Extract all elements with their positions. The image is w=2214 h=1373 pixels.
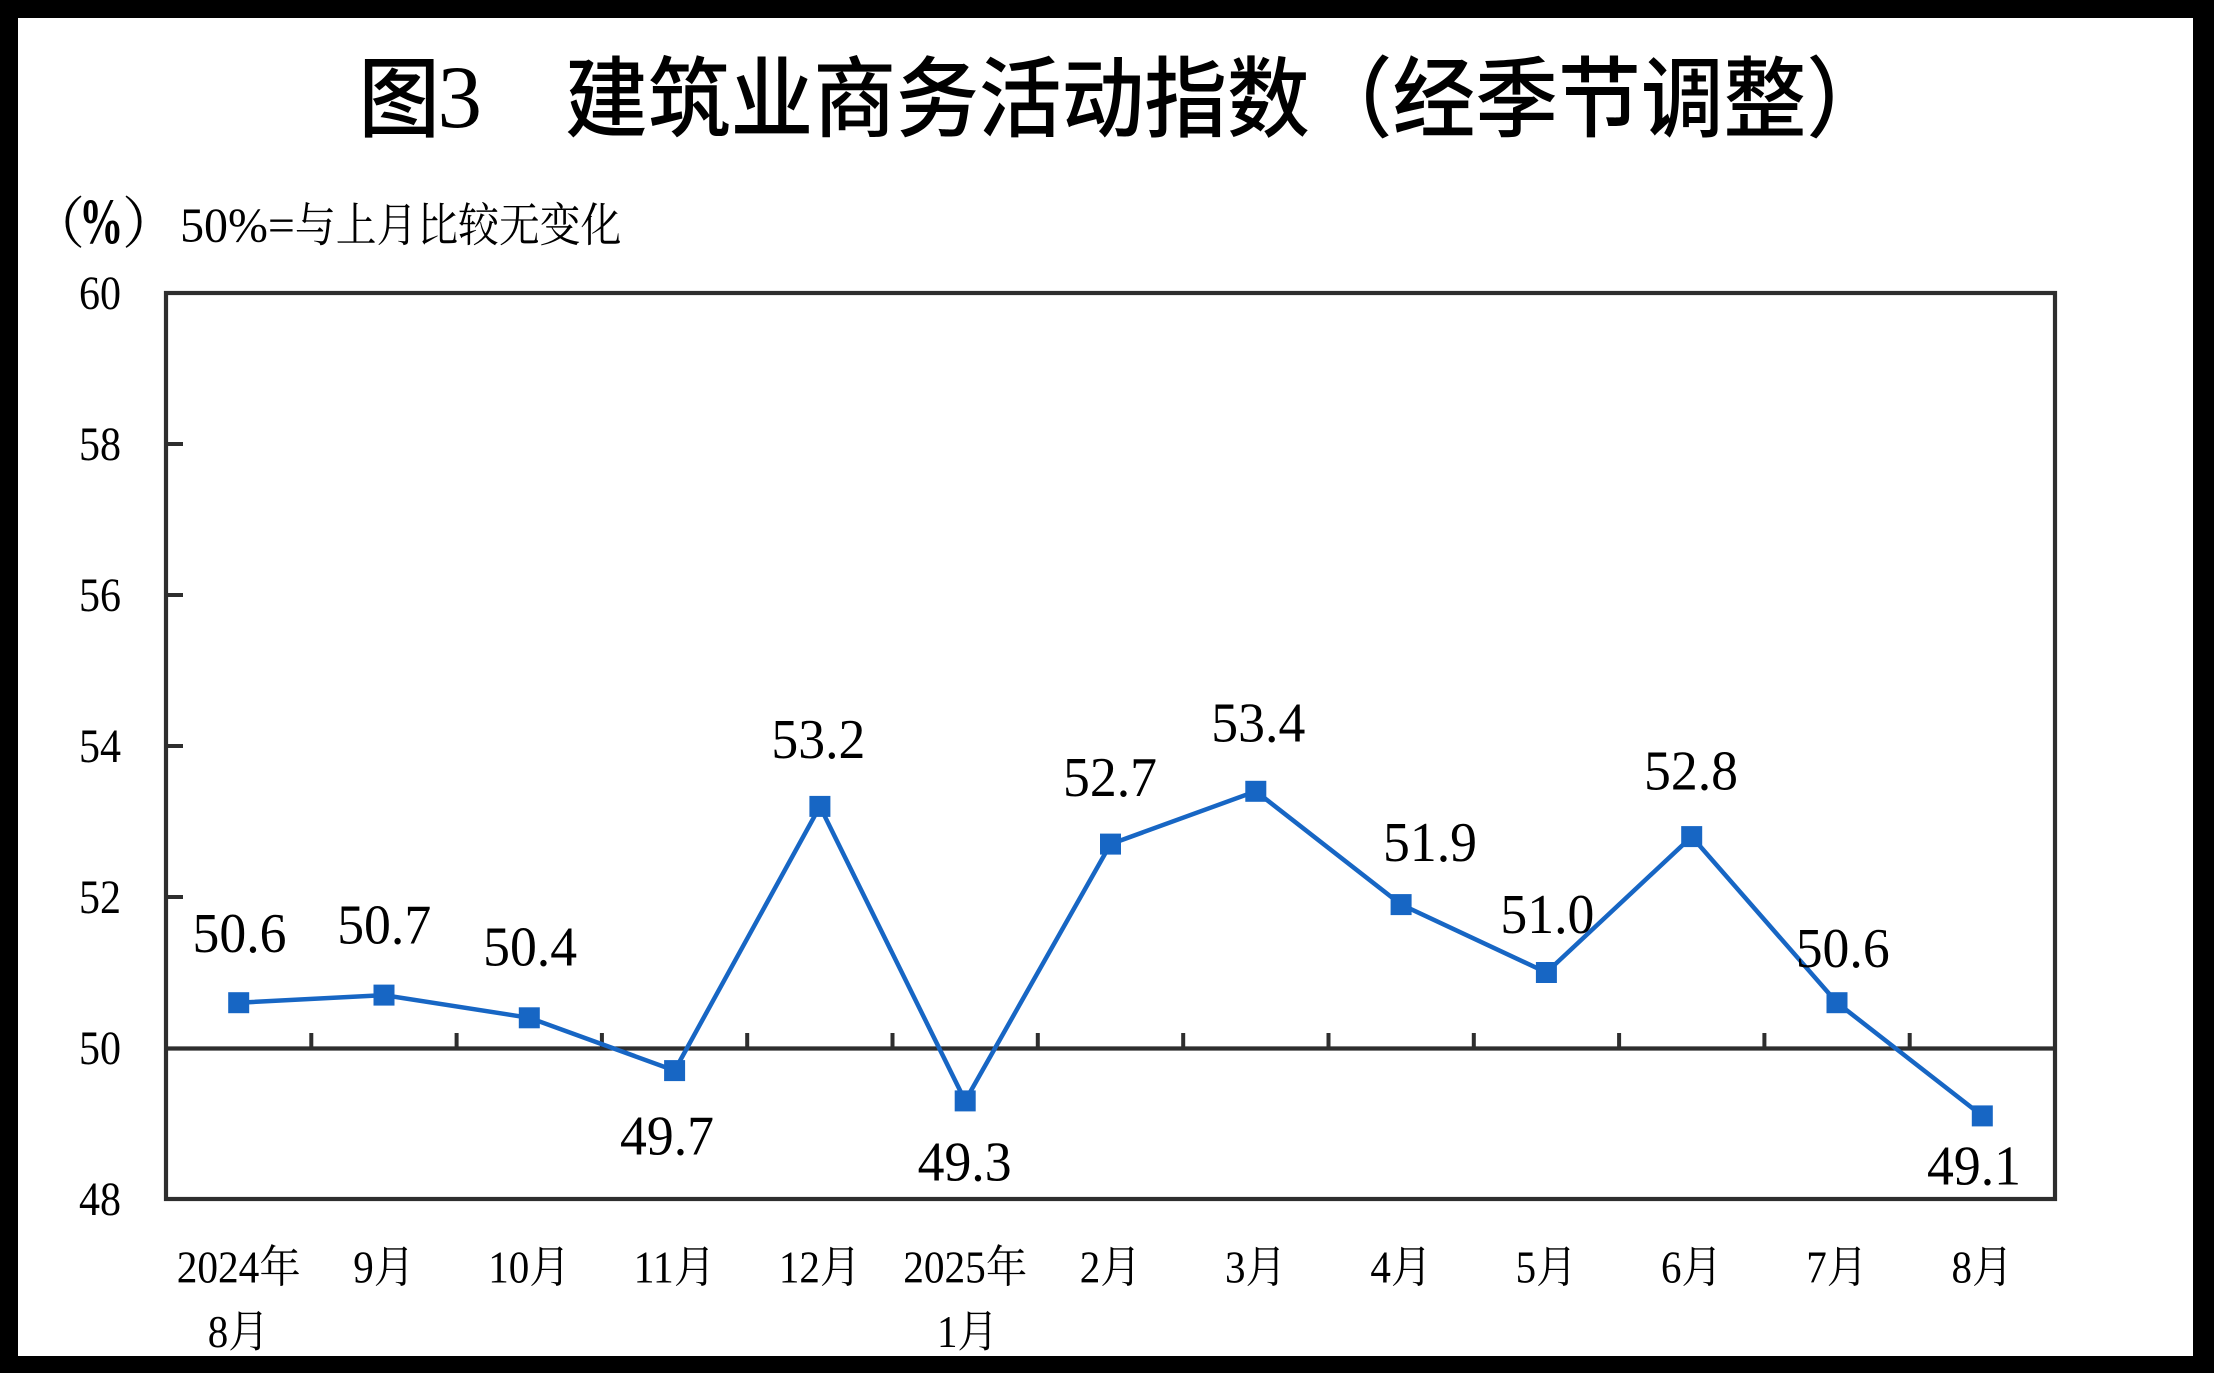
svg-text:2月: 2月 [1080, 1243, 1142, 1293]
svg-text:60: 60 [79, 267, 121, 320]
svg-text:50: 50 [79, 1022, 121, 1075]
svg-text:3: 3 [438, 49, 483, 147]
svg-text:1月: 1月 [937, 1307, 999, 1357]
svg-text:4月: 4月 [1370, 1243, 1432, 1293]
svg-text:53.4: 53.4 [1211, 693, 1305, 755]
svg-text:52: 52 [79, 871, 121, 924]
svg-text:53.2: 53.2 [771, 709, 865, 771]
svg-text:2025年: 2025年 [903, 1243, 1027, 1293]
svg-text:图: 图 [359, 29, 440, 156]
svg-text:52.7: 52.7 [1063, 747, 1157, 809]
svg-text:9月: 9月 [353, 1243, 415, 1293]
svg-text:建筑业商务活动指数（经季节调整）: 建筑业商务活动指数（经季节调整） [565, 29, 1889, 156]
svg-text:51.9: 51.9 [1383, 812, 1477, 874]
svg-text:8月: 8月 [208, 1307, 270, 1357]
svg-text:12月: 12月 [779, 1243, 861, 1293]
svg-text:3月: 3月 [1225, 1243, 1287, 1293]
svg-text:5月: 5月 [1516, 1243, 1578, 1293]
svg-text:50.6: 50.6 [193, 903, 287, 965]
svg-text:49.3: 49.3 [918, 1132, 1012, 1194]
svg-text:49.7: 49.7 [620, 1105, 714, 1167]
svg-text:50.6: 50.6 [1796, 918, 1890, 980]
svg-text:11月: 11月 [634, 1243, 716, 1293]
svg-text:10月: 10月 [488, 1243, 570, 1293]
svg-text:49.1: 49.1 [1927, 1135, 2021, 1197]
svg-text:52.8: 52.8 [1644, 741, 1738, 803]
svg-text:8月: 8月 [1952, 1243, 2014, 1293]
svg-text:50%=与上月比较无变化: 50%=与上月比较无变化 [180, 198, 621, 253]
svg-text:50.7: 50.7 [337, 894, 431, 956]
svg-text:50.4: 50.4 [483, 917, 577, 979]
svg-text:（%）: （%） [29, 186, 178, 258]
svg-text:58: 58 [79, 418, 121, 471]
svg-text:7月: 7月 [1806, 1243, 1868, 1293]
svg-text:2024年: 2024年 [177, 1243, 301, 1293]
svg-text:48: 48 [79, 1173, 121, 1226]
svg-text:6月: 6月 [1661, 1243, 1723, 1293]
svg-text:54: 54 [79, 720, 121, 773]
svg-text:56: 56 [79, 569, 121, 622]
svg-text:51.0: 51.0 [1500, 884, 1594, 946]
